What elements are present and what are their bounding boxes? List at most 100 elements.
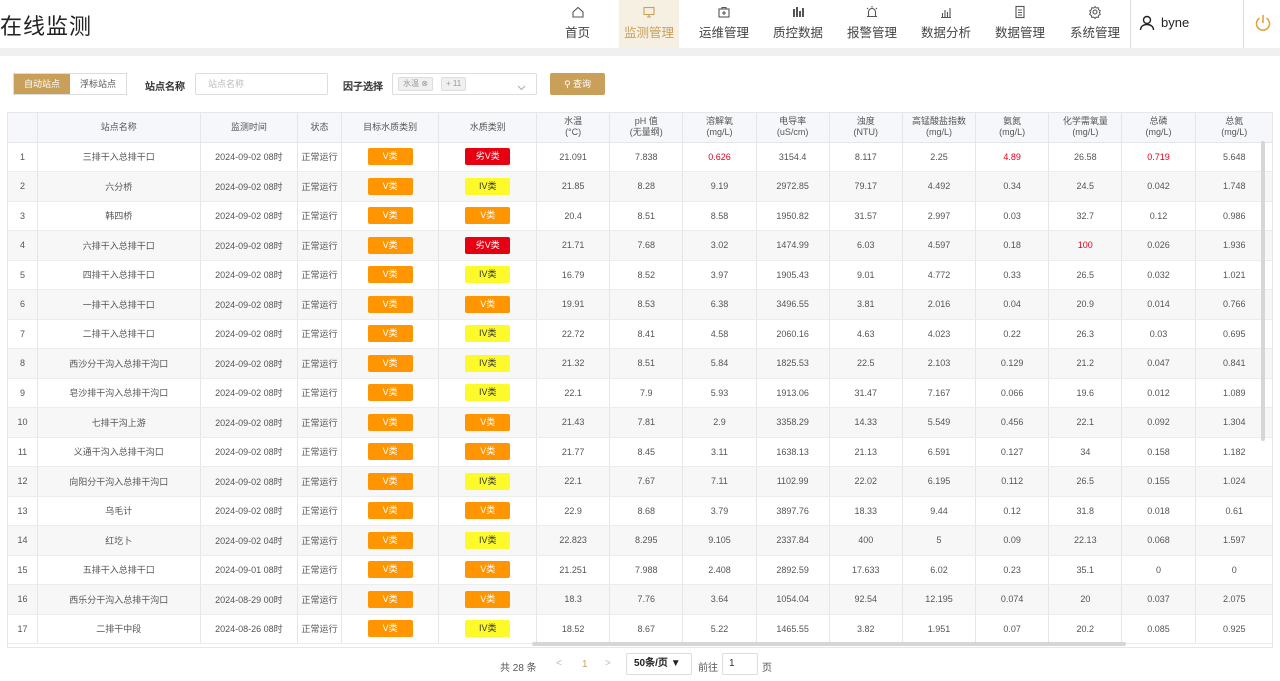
tab-buoy-station[interactable]: 浮标站点 (70, 74, 127, 94)
cell-tn: 1.597 (1195, 525, 1272, 556)
cell-cod: 34 (1048, 437, 1123, 467)
table-row[interactable]: 14 红圪卜 2024-09-02 04时 正常运行 V类 IV类 22.823 8.295 9… (8, 525, 1272, 556)
table-row[interactable]: 8 西沙分干沟入总排干沟口 2024-09-02 08时 正常运行 V类 IV类 21.32… (8, 348, 1272, 379)
prev-page-button[interactable]: < (556, 658, 562, 669)
nav-item-3[interactable]: 质控数据 (769, 0, 827, 48)
nav-item-5[interactable]: 数据分析 (915, 0, 977, 48)
water-class-badge: IV类 (465, 177, 511, 195)
cell-target: V类 (341, 348, 440, 379)
cell-cod: 35.1 (1048, 555, 1123, 585)
cell-cod: 22.13 (1048, 525, 1123, 556)
cell-temp: 18.52 (536, 614, 611, 644)
cell-idx: 2 (8, 171, 38, 202)
table-row[interactable]: 3 韩四桥 2024-09-02 08时 正常运行 V类 V类 20.4 8.51 8.58 19… (8, 201, 1272, 231)
water-class-badge: V类 (367, 177, 413, 195)
tab-auto-station[interactable]: 自动站点 (14, 74, 71, 94)
query-button-label: 查询 (573, 79, 592, 89)
column-header-label: 水温 (564, 116, 583, 127)
table-row[interactable]: 4 六排干入总排干口 2024-09-02 08时 正常运行 V类 劣V类 21.71 7.6… (8, 230, 1272, 261)
column-header-label: 溶解氧 (705, 116, 733, 127)
cell-tn: 1.089 (1195, 378, 1272, 408)
next-page-button[interactable]: > (605, 658, 611, 669)
goto-label: 前往 (698, 663, 718, 674)
cell-ph: 8.53 (609, 289, 684, 320)
page-size-select[interactable]: 50条/页 ▼ (626, 653, 692, 675)
cell-cod_mn: 6.591 (902, 437, 977, 467)
table-row[interactable]: 11 义通干沟入总排干沟口 2024-09-02 08时 正常运行 V类 V类 21.77 8… (8, 437, 1272, 467)
table-row[interactable]: 16 西乐分干沟入总排干沟口 2024-08-29 00时 正常运行 V类 V类 18.3 7… (8, 584, 1272, 615)
table-row[interactable]: 17 二排干中段 2024-08-26 08时 正常运行 V类 IV类 18.52 8.67 5… (8, 614, 1272, 644)
table-row[interactable]: 2 六分桥 2024-09-02 08时 正常运行 V类 IV类 21.85 8.28 9.19… (8, 171, 1272, 202)
nav-item-0[interactable]: 首页 (559, 0, 596, 48)
goto-page-input[interactable]: 1 (722, 653, 758, 675)
station-name-input[interactable]: 站点名称 (195, 73, 328, 95)
table-row[interactable]: 5 四排干入总排干口 2024-09-02 08时 正常运行 V类 IV类 16.79 8.5… (8, 260, 1272, 290)
cell-cod_mn: 2.016 (902, 289, 977, 320)
nav-item-label: 数据分析 (920, 26, 971, 40)
column-header: 水温 (°C) (536, 113, 611, 143)
vertical-scrollbar[interactable] (1261, 141, 1265, 441)
factor-select-label: 因子选择 (343, 82, 383, 93)
nav-item-2[interactable]: 运维管理 (694, 0, 754, 48)
cell-status: 正常运行 (297, 319, 342, 349)
page-number-current[interactable]: 1 (582, 659, 588, 670)
cell-tp: 0.12 (1121, 201, 1196, 231)
logout-button[interactable] (1243, 0, 1280, 48)
table-row[interactable]: 12 向阳分干沟入总排干沟口 2024-09-02 08时 正常运行 V类 IV类 22.1… (8, 466, 1272, 497)
water-class-badge: V类 (465, 502, 511, 520)
cell-cond: 3358.29 (756, 407, 830, 438)
cell-tn: 5.648 (1195, 142, 1272, 172)
table-row[interactable]: 1 三排干入总排干口 2024-09-02 08时 正常运行 V类 劣V类 21.091 7.… (8, 142, 1272, 172)
table-row[interactable]: 9 皂沙排干沟入总排干沟口 2024-09-02 08时 正常运行 V类 IV类 22.1 7… (8, 378, 1272, 408)
table-row[interactable]: 13 乌毛计 2024-09-02 08时 正常运行 V类 V类 22.9 8.68 3.79 3… (8, 496, 1272, 526)
query-button[interactable]: ⚲ 查询 (550, 73, 605, 95)
horizontal-scrollbar[interactable] (532, 642, 1126, 646)
cell-cat: IV类 (438, 348, 538, 379)
cell-cod: 26.58 (1048, 142, 1123, 172)
water-class-badge: IV类 (465, 325, 511, 343)
factor-select[interactable]: 水温 ⊗ + 11 (392, 73, 537, 95)
cell-do: 2.408 (682, 555, 757, 585)
cell-cond: 1950.82 (756, 201, 830, 231)
table-row[interactable]: 6 一排干入总排干口 2024-09-02 08时 正常运行 V类 V类 19.91 8.53… (8, 289, 1272, 320)
cell-nh3: 0.18 (975, 230, 1050, 261)
table-row[interactable]: 15 五排干入总排干口 2024-09-01 08时 正常运行 V类 V类 21.251 7.… (8, 555, 1272, 585)
nav-item-4[interactable]: 报警管理 (842, 0, 902, 48)
cell-tp: 0.068 (1121, 525, 1196, 556)
water-class-badge: V类 (367, 472, 413, 490)
factor-chip[interactable]: 水温 ⊗ (398, 77, 433, 91)
cell-do: 7.11 (682, 466, 757, 497)
nav-item-1[interactable]: 监测管理 (619, 0, 679, 48)
cell-temp: 21.71 (536, 230, 611, 261)
chip-close-icon[interactable]: ⊗ (421, 79, 428, 88)
cell-time: 2024-09-02 08时 (200, 319, 299, 349)
nav-item-label: 监测管理 (623, 26, 674, 40)
cell-cat: IV类 (438, 525, 538, 556)
cell-status: 正常运行 (297, 584, 342, 615)
cell-name: 义通干沟入总排干沟口 (37, 437, 201, 467)
user-menu[interactable]: byne (1130, 0, 1225, 48)
cell-tn: 0.841 (1195, 348, 1272, 379)
table-row[interactable]: 10 七排干沟上游 2024-09-02 08时 正常运行 V类 V类 21.43 7.81 2… (8, 407, 1272, 438)
settings-icon (1065, 0, 1125, 22)
column-header-label: 电导率 (779, 116, 807, 127)
cell-tp: 0.155 (1121, 466, 1196, 497)
cell-target: V类 (341, 466, 440, 497)
cell-target: V类 (341, 230, 440, 261)
column-header: 电导率 (uS/cm) (756, 113, 830, 143)
cell-name: 西乐分干沟入总排干沟口 (37, 584, 201, 615)
cell-cod_mn: 1.951 (902, 614, 977, 644)
cell-do: 9.19 (682, 171, 757, 202)
nav-item-7[interactable]: 系统管理 (1065, 0, 1125, 48)
cell-tp: 0.158 (1121, 437, 1196, 467)
cell-name: 五排干入总排干口 (37, 555, 201, 585)
table-row[interactable]: 7 二排干入总排干口 2024-09-02 08时 正常运行 V类 IV类 22.72 8.4… (8, 319, 1272, 349)
cell-status: 正常运行 (297, 496, 342, 526)
water-class-badge: V类 (367, 384, 413, 402)
cell-target: V类 (341, 319, 440, 349)
cell-cat: IV类 (438, 614, 538, 644)
cell-do: 3.02 (682, 230, 757, 261)
cell-do: 8.58 (682, 201, 757, 231)
table-body: 1 三排干入总排干口 2024-09-02 08时 正常运行 V类 劣V类 21.091 7.… (8, 142, 1272, 644)
nav-item-6[interactable]: 数据管理 (990, 0, 1050, 48)
